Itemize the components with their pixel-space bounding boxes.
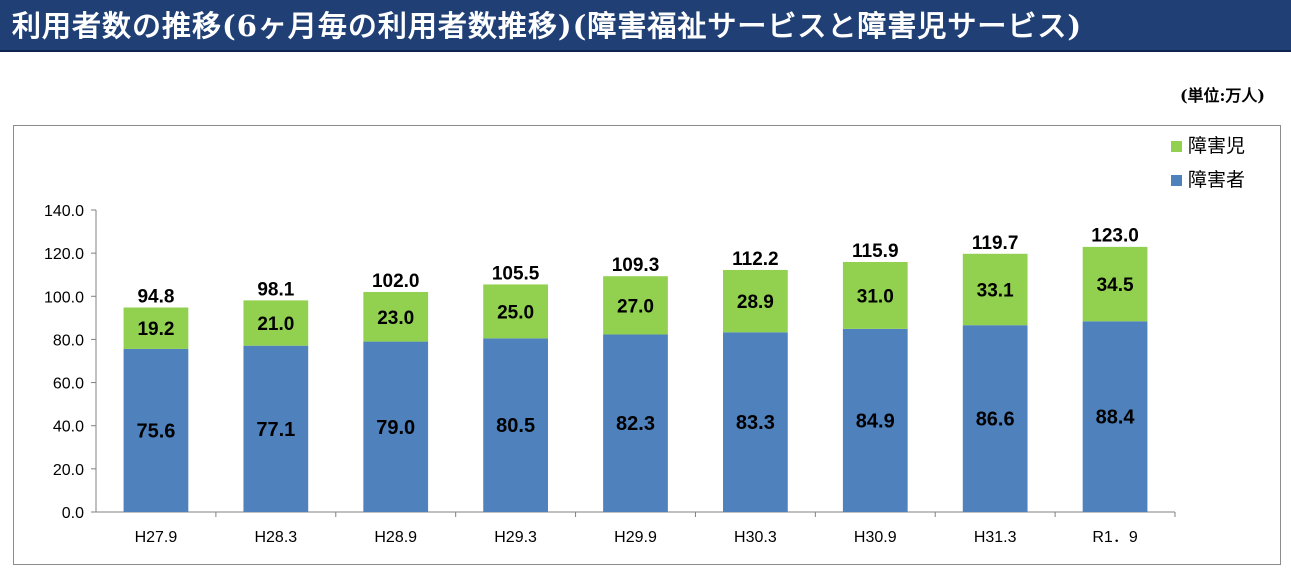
data-label: 75.6	[136, 420, 175, 442]
x-tick-label: H30.3	[734, 529, 777, 546]
bar-segment-shogaiji	[842, 261, 908, 329]
bar-segment-shogaiji	[723, 269, 788, 333]
data-label: 86.6	[976, 409, 1015, 431]
data-label: 27.0	[617, 296, 654, 317]
x-tick-label: H31.3	[974, 529, 1017, 546]
y-tick-label: 40.0	[53, 419, 84, 436]
x-tick-label: H28.9	[374, 529, 417, 546]
total-label: 105.5	[492, 263, 540, 284]
x-tick-label: H27.9	[135, 529, 178, 546]
bar-segment-shogaisha	[723, 332, 788, 512]
bar-segment-shogaisha	[483, 338, 548, 512]
y-tick-label: 80.0	[53, 332, 84, 349]
bar-segment-shogaiji	[243, 300, 309, 346]
unit-label: (単位:万人)	[1179, 86, 1265, 105]
total-label: 94.8	[137, 287, 174, 308]
bar-segment-shogaisha	[123, 348, 189, 512]
data-label: 33.1	[977, 280, 1014, 301]
bar-segment-shogaiji	[123, 307, 189, 349]
data-label: 84.9	[856, 410, 895, 432]
bar-segment-shogaiji	[1082, 246, 1148, 322]
data-label: 79.0	[376, 417, 415, 439]
y-tick-label: 60.0	[53, 376, 84, 393]
total-label: 115.9	[852, 241, 899, 262]
bar-segment-shogaisha	[603, 334, 668, 512]
total-label: 102.0	[372, 271, 420, 292]
x-tick-label: H30.9	[854, 529, 897, 546]
bar-segment-shogaisha	[842, 328, 908, 512]
legend-swatch	[1171, 141, 1182, 152]
data-label: 77.1	[256, 419, 295, 441]
total-label: 98.1	[257, 279, 294, 300]
bar-segment-shogaiji	[603, 276, 668, 335]
data-label: 83.3	[736, 412, 775, 434]
total-label: 123.0	[1091, 226, 1139, 247]
total-label: 109.3	[612, 255, 660, 276]
x-tick-label: H28.3	[254, 529, 297, 546]
bar-segment-shogaisha	[962, 325, 1028, 512]
bar-segment-shogaiji	[483, 284, 548, 339]
y-tick-label: 20.0	[53, 462, 84, 479]
y-tick-label: 120.0	[44, 246, 84, 263]
data-label: 34.5	[1097, 275, 1134, 296]
bar-segment-shogaisha	[363, 341, 429, 512]
legend-swatch	[1171, 175, 1182, 186]
data-label: 25.0	[497, 302, 534, 323]
total-label: 112.2	[732, 249, 779, 270]
data-label: 19.2	[137, 319, 174, 340]
legend-label: 障害者	[1188, 169, 1245, 191]
x-tick-label: H29.9	[614, 529, 657, 546]
y-tick-label: 140.0	[44, 203, 84, 220]
data-label: 80.5	[496, 415, 535, 437]
y-tick-label: 100.0	[44, 289, 84, 306]
page-title: 利用者数の推移(6ヶ月毎の利用者数推移)(障害福祉サービスと障害児サービス)	[0, 0, 1291, 52]
bar-segment-shogaiji	[962, 253, 1028, 326]
bar-segment-shogaiji	[363, 291, 429, 342]
data-label: 28.9	[737, 292, 774, 313]
legend-label: 障害児	[1188, 135, 1245, 157]
x-tick-label: H29.3	[494, 529, 537, 546]
data-label: 31.0	[857, 286, 894, 307]
total-label: 119.7	[972, 233, 1019, 254]
bar-segment-shogaisha	[243, 345, 309, 512]
bar-segment-shogaisha	[1082, 321, 1148, 512]
data-label: 88.4	[1096, 407, 1136, 429]
data-label: 82.3	[616, 413, 655, 435]
data-label: 23.0	[377, 308, 414, 329]
y-tick-label: 0.0	[62, 505, 84, 522]
data-label: 21.0	[257, 314, 294, 335]
x-tick-label: R1．9	[1092, 529, 1137, 546]
